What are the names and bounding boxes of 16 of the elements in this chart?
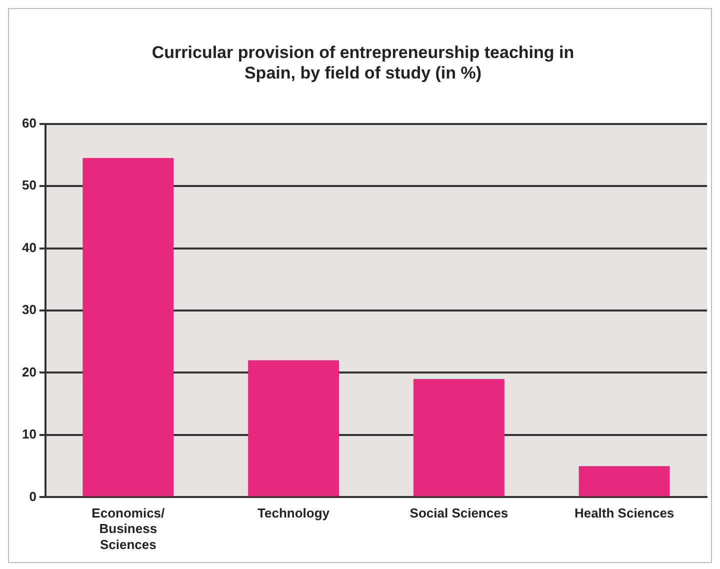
x-tick-label: Technology — [258, 506, 330, 521]
x-tick-label: Health Sciences — [574, 506, 674, 521]
y-tick-label: 50 — [22, 178, 36, 193]
bar — [248, 360, 340, 496]
bar — [413, 378, 504, 496]
y-tick-label: 10 — [22, 426, 36, 442]
y-tick-label: 0 — [29, 488, 36, 504]
y-tick-label: 20 — [22, 364, 36, 380]
y-tick-label: 30 — [22, 302, 36, 318]
y-tick-label: 40 — [22, 240, 36, 255]
chart-title: Curricular provision of entrepreneurship teaching in Spain, by field of study (in %) — [152, 42, 574, 82]
bar — [578, 466, 670, 496]
x-tick-label: Economics/ Business Sciences — [92, 506, 166, 552]
y-tick-label: 60 — [22, 115, 36, 130]
bar — [82, 158, 174, 496]
x-tick-label: Social Sciences — [410, 506, 508, 521]
